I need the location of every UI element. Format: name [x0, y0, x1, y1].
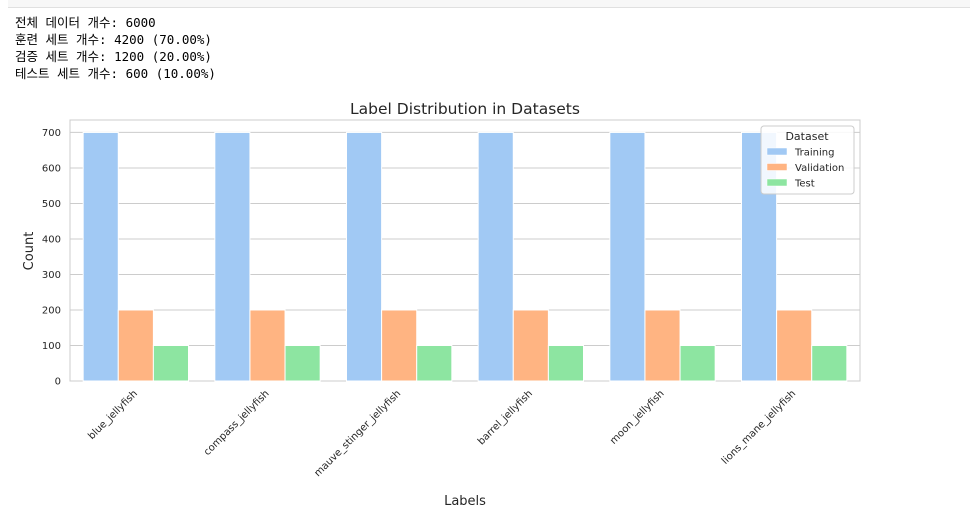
x-tick-label: blue_jellyfish	[86, 388, 140, 442]
y-tick-label: 100	[42, 341, 61, 352]
bar-test-compass_jellyfish	[284, 344, 321, 382]
chart-title: Label Distribution in Datasets	[350, 100, 580, 118]
output-line-test: 테스트 세트 개수: 600 (10.00%)	[15, 66, 216, 81]
bar-training-moon_jellyfish	[609, 131, 646, 382]
y-tick-label: 600	[42, 163, 61, 174]
legend-box	[760, 125, 855, 195]
bar-training-barrel_jellyfish	[477, 131, 514, 382]
bar-validation-barrel_jellyfish	[512, 309, 549, 382]
bar-validation-compass_jellyfish	[249, 309, 286, 382]
legend-title: Dataset	[785, 130, 829, 143]
x-tick-label: moon_jellyfish	[608, 388, 666, 446]
y-tick-labels: 0 100 200 300 400 500 600 700	[42, 128, 61, 388]
y-axis-title: Count	[22, 232, 37, 271]
output-line-validation: 검증 세트 개수: 1200 (20.00%)	[15, 49, 212, 64]
x-tick-label: lions_mane_jellyfish	[720, 388, 798, 466]
cell-top-border	[8, 0, 970, 8]
bar-validation-moon_jellyfish	[644, 309, 681, 382]
legend-swatch-training	[766, 147, 788, 156]
bar-test-blue_jellyfish	[152, 344, 189, 382]
x-tick-label: mauve_stinger_jellyfish	[313, 388, 404, 479]
y-tick-label: 200	[42, 305, 61, 316]
bar-validation-blue_jellyfish	[117, 309, 154, 382]
y-tick-label: 500	[42, 199, 61, 210]
y-tick-label: 300	[42, 270, 61, 281]
legend-swatch-validation	[766, 163, 788, 171]
output-line-train: 훈련 세트 개수: 4200 (70.00%)	[15, 32, 212, 47]
bar-test-moon_jellyfish	[679, 344, 716, 382]
legend-label-training: Training	[794, 148, 834, 159]
legend-items: Training Validation Test	[766, 147, 844, 190]
bar-validation-lions_mane_jellyfish	[776, 309, 813, 382]
bar-validation-mauve_stinger_jellyfish	[381, 309, 418, 382]
x-tick-label: compass_jellyfish	[202, 388, 272, 458]
y-tick-label: 400	[42, 234, 61, 245]
bar-test-mauve_stinger_jellyfish	[416, 344, 453, 382]
plot-area	[69, 119, 861, 382]
x-tick-label: barrel_jellyfish	[476, 388, 535, 447]
grid-lines	[70, 131, 860, 382]
y-tick-label: 0	[55, 377, 61, 388]
bar-test-barrel_jellyfish	[547, 344, 585, 382]
y-tick-label: 700	[42, 128, 61, 139]
legend-label-validation: Validation	[795, 163, 844, 174]
x-tick-labels: blue_jellyfish compass_jellyfish mauve_sti…	[86, 388, 798, 479]
bar-test-lions_mane_jellyfish	[811, 344, 848, 382]
bar-training-mauve_stinger_jellyfish	[346, 131, 383, 382]
output-line-total: 전체 데이터 개수: 6000	[15, 15, 156, 30]
x-axis-title: Labels	[444, 494, 486, 509]
legend-label-test: Test	[794, 179, 815, 190]
cell-output-text: 전체 데이터 개수: 6000 훈련 세트 개수: 4200 (70.00%) …	[15, 14, 216, 82]
bar-training-compass_jellyfish	[214, 131, 251, 382]
bar-training-blue_jellyfish	[82, 131, 119, 382]
bars	[82, 131, 848, 382]
legend: Dataset Training Validation Test	[760, 125, 855, 195]
legend-swatch-test	[766, 178, 788, 187]
